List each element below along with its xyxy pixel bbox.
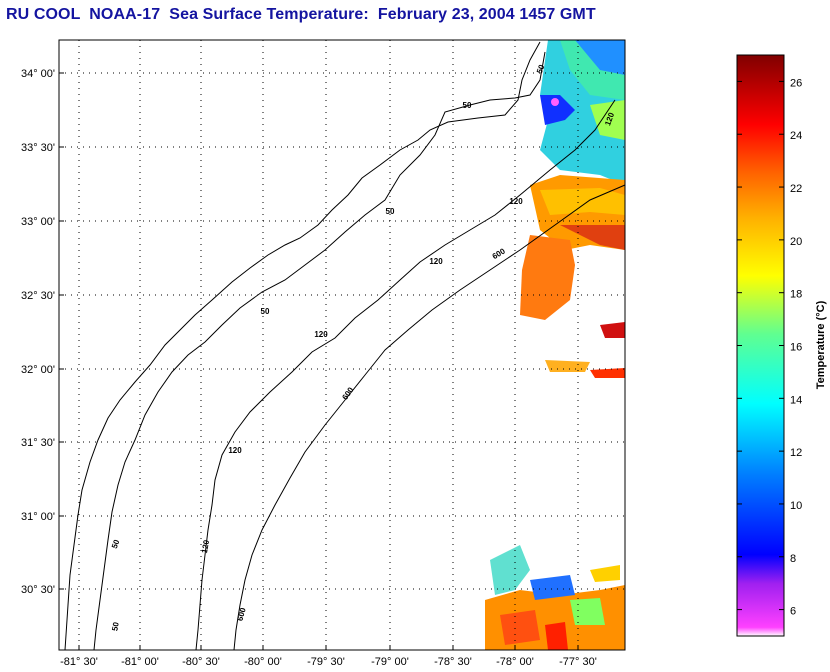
isobath-label: 120 <box>603 111 616 127</box>
sst-patch <box>540 95 575 125</box>
lat-tick-label: 30° 30' <box>21 584 55 596</box>
lon-tick-label: -80° 30' <box>182 656 220 668</box>
isobath-label: 50 <box>386 207 395 216</box>
colorbar-tick-label: 22 <box>790 183 802 195</box>
lat-tick-label: 31° 00' <box>21 511 55 523</box>
longitude-axis: -81° 30' -81° 00' -80° 30' -80° 00' -79° 30'… <box>60 645 597 668</box>
colorbar-tick-label: 6 <box>790 606 796 618</box>
isobath-label: 120 <box>509 197 523 206</box>
lat-tick-label: 32° 30' <box>21 290 55 302</box>
sst-patch <box>545 360 590 372</box>
lon-tick-label: -77° 30' <box>559 656 597 668</box>
sst-patch <box>600 322 625 338</box>
sst-patch <box>551 98 559 106</box>
isobath-120 <box>195 99 616 651</box>
isobath-label: 600 <box>491 246 508 261</box>
isobath-label: 120 <box>429 257 443 266</box>
sst-patch <box>560 225 625 250</box>
map-frame <box>58 39 626 651</box>
lat-tick-label: 34° 00' <box>21 68 55 80</box>
lat-tick-label: 33° 00' <box>21 216 55 228</box>
isobath-label: 50 <box>110 621 121 632</box>
sst-patch <box>590 565 620 582</box>
isobath-label: 120 <box>314 330 328 339</box>
isobath-label: 120 <box>228 446 242 455</box>
isobath-600 <box>233 184 626 651</box>
colorbar-tick-label: 16 <box>790 342 802 354</box>
colorbar-tick-label: 8 <box>790 553 796 565</box>
isobath-label: 600 <box>340 385 355 402</box>
sst-patch <box>500 610 540 645</box>
isobath-label: 600 <box>236 606 248 622</box>
lat-tick-label: 33° 30' <box>21 142 55 154</box>
colorbar-label: Temperature (°C) <box>815 300 827 389</box>
colorbar-tick-label: 18 <box>790 289 802 301</box>
lon-tick-label: -78° 30' <box>434 656 472 668</box>
lon-tick-label: -79° 30' <box>307 656 345 668</box>
sst-data-layer <box>485 40 625 650</box>
colorbar-tick-label: 14 <box>790 394 802 406</box>
lat-tick-label: 31° 30' <box>21 437 55 449</box>
lon-tick-label: -81° 30' <box>60 656 98 668</box>
colorbar-tick-label: 26 <box>790 77 802 89</box>
sst-patch <box>590 368 625 378</box>
sst-patch <box>590 100 625 140</box>
lon-tick-label: -81° 00' <box>121 656 159 668</box>
colorbar-ticks: 26 24 22 20 18 16 14 12 10 8 6 <box>737 77 802 618</box>
colorbar-tick-label: 20 <box>790 236 802 248</box>
colorbar-tick-label: 10 <box>790 500 802 512</box>
sst-patch <box>530 575 575 600</box>
sst-patch <box>570 598 605 625</box>
isobath-labels: 50 50 50 50 50 50 120 120 120 120 120 120 600 600 600 <box>110 63 616 632</box>
isobath-label: 50 <box>261 307 270 316</box>
lat-tick-label: 32° 00' <box>21 364 55 376</box>
isobath-label: 120 <box>200 539 211 554</box>
sst-patch <box>575 40 625 75</box>
graticule <box>59 40 625 650</box>
isobath-label: 50 <box>110 538 122 550</box>
colorbar-tick-label: 12 <box>790 447 802 459</box>
sst-patch <box>540 188 625 215</box>
sst-patch <box>520 235 575 320</box>
sst-patch <box>545 622 568 650</box>
lon-tick-label: -80° 00' <box>244 656 282 668</box>
colorbar-tick-label: 24 <box>790 130 802 142</box>
colorbar <box>736 54 785 637</box>
isobath-50 <box>93 51 546 651</box>
lon-tick-label: -78° 00' <box>496 656 534 668</box>
map-title: RU COOL NOAA-17 Sea Surface Temperature:… <box>6 6 596 23</box>
sst-patch <box>490 545 530 595</box>
lon-tick-label: -79° 00' <box>371 656 409 668</box>
coastline <box>64 41 541 651</box>
latitude-axis: 34° 00' 33° 30' 33° 00' 32° 30' 32° 00' 31° 3… <box>21 68 64 596</box>
isobath-label: 50 <box>535 63 547 75</box>
isobath-label: 50 <box>463 101 472 110</box>
